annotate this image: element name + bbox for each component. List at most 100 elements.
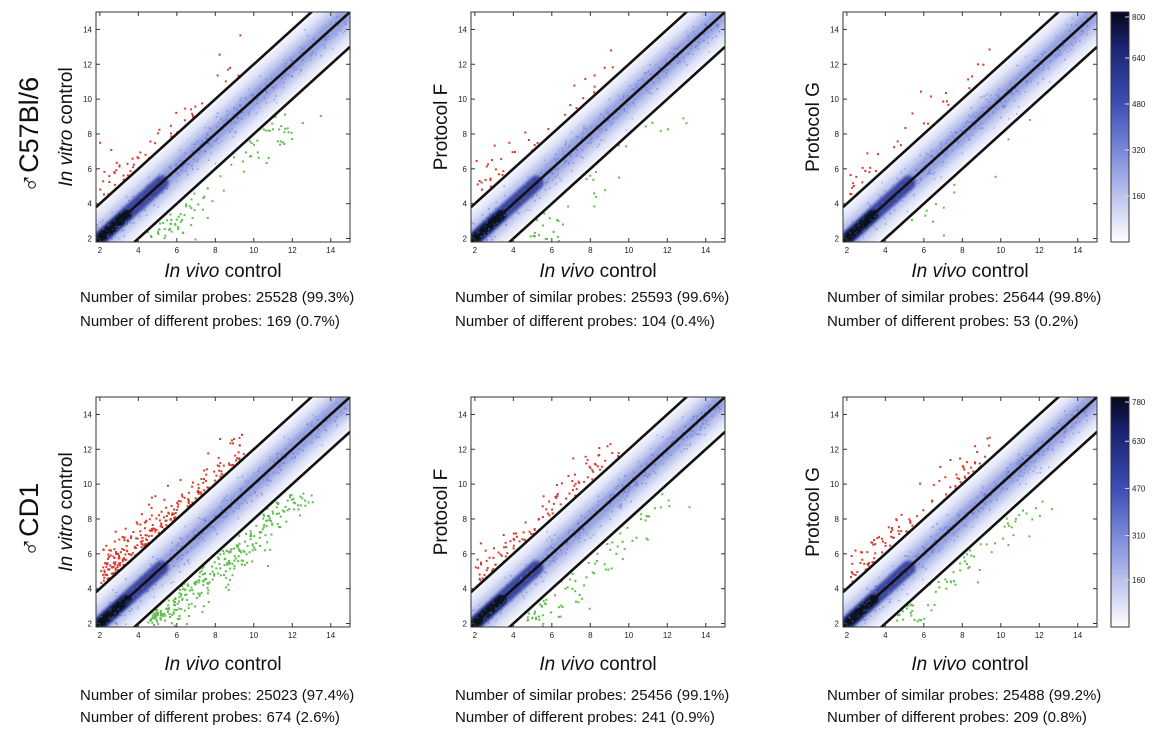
density-speck bbox=[483, 620, 485, 623]
density-speck bbox=[120, 205, 123, 208]
density-speck bbox=[909, 551, 911, 553]
point-up bbox=[110, 549, 112, 552]
density-speck bbox=[529, 576, 531, 579]
density-speck bbox=[147, 589, 149, 591]
point-down bbox=[181, 219, 184, 221]
density-speck bbox=[532, 566, 535, 569]
density-speck bbox=[290, 75, 293, 77]
point-up bbox=[573, 84, 576, 87]
density-speck bbox=[234, 131, 236, 133]
point-up bbox=[911, 524, 914, 527]
x-tick-label: 6 bbox=[550, 246, 555, 255]
point-up bbox=[113, 548, 116, 551]
density-speck bbox=[945, 534, 947, 537]
point-up bbox=[129, 553, 132, 556]
point-up bbox=[219, 475, 222, 478]
density-speck bbox=[670, 47, 673, 49]
density-speck bbox=[199, 143, 202, 145]
point-up bbox=[108, 181, 111, 183]
density-speck bbox=[478, 611, 480, 614]
density-speck bbox=[140, 209, 143, 212]
density-speck bbox=[147, 590, 149, 593]
density-speck bbox=[869, 207, 872, 209]
point-down bbox=[571, 572, 574, 575]
point-down bbox=[1005, 517, 1008, 520]
density-speck bbox=[644, 474, 647, 477]
density-speck bbox=[1040, 467, 1042, 470]
point-up bbox=[949, 459, 952, 461]
point-down bbox=[910, 603, 913, 606]
point-up bbox=[854, 549, 857, 552]
point-up bbox=[583, 480, 586, 483]
x-tick-label: 8 bbox=[213, 246, 218, 255]
density-speck bbox=[992, 111, 994, 114]
density-speck bbox=[193, 534, 196, 536]
density-speck bbox=[1002, 106, 1005, 108]
density-speck bbox=[491, 596, 493, 598]
density-speck bbox=[201, 532, 204, 534]
density-speck bbox=[581, 149, 584, 151]
y-axis-label: In vitro control bbox=[56, 67, 77, 186]
density-speck bbox=[143, 572, 146, 575]
density-speck bbox=[531, 577, 534, 580]
point-down bbox=[263, 514, 266, 517]
density-speck bbox=[896, 580, 899, 582]
y-axis-label: Protocol G bbox=[803, 467, 824, 557]
density-speck bbox=[120, 598, 123, 600]
density-speck bbox=[241, 502, 243, 505]
density-speck bbox=[230, 122, 233, 125]
point-up bbox=[506, 552, 509, 555]
density-speck bbox=[1006, 88, 1009, 90]
density-speck bbox=[865, 601, 868, 603]
density-speck bbox=[138, 215, 141, 218]
density-speck bbox=[129, 610, 132, 612]
density-speck bbox=[518, 212, 520, 215]
density-speck bbox=[193, 534, 196, 537]
density-speck bbox=[993, 127, 995, 129]
density-speck bbox=[1047, 447, 1050, 450]
density-speck bbox=[143, 208, 145, 210]
point-up bbox=[237, 74, 240, 77]
density-speck bbox=[190, 547, 193, 549]
density-speck bbox=[535, 576, 538, 578]
point-up bbox=[485, 165, 488, 168]
point-down bbox=[526, 616, 529, 619]
density-speck bbox=[179, 149, 181, 151]
density-speck bbox=[653, 471, 655, 473]
density-speck bbox=[215, 138, 218, 141]
density-speck bbox=[330, 23, 333, 26]
density-speck bbox=[215, 116, 218, 118]
density-speck bbox=[1073, 37, 1075, 39]
point-up bbox=[203, 469, 206, 472]
point-up bbox=[609, 443, 612, 446]
density-speck bbox=[913, 194, 915, 196]
x-axis-label-rest: control bbox=[219, 654, 281, 675]
density-speck bbox=[902, 567, 904, 570]
density-speck bbox=[912, 576, 915, 579]
density-speck bbox=[307, 423, 309, 425]
point-down bbox=[307, 501, 310, 504]
density-speck bbox=[1029, 77, 1032, 79]
point-down bbox=[237, 560, 240, 563]
point-down bbox=[556, 218, 559, 221]
point-up bbox=[515, 535, 518, 538]
point-down bbox=[594, 195, 597, 198]
density-speck bbox=[247, 480, 250, 483]
density-speck bbox=[124, 614, 126, 617]
point-up bbox=[947, 103, 950, 106]
density-speck bbox=[138, 191, 141, 194]
density-speck bbox=[895, 197, 898, 200]
point-up bbox=[964, 476, 967, 479]
density-speck bbox=[1064, 58, 1066, 61]
point-down bbox=[959, 562, 962, 565]
point-up bbox=[216, 74, 219, 77]
density-speck bbox=[190, 143, 193, 145]
density-speck bbox=[273, 87, 275, 89]
density-speck bbox=[701, 411, 703, 414]
density-speck bbox=[943, 152, 945, 155]
point-down bbox=[266, 541, 269, 544]
density-speck bbox=[551, 546, 553, 549]
density-speck bbox=[545, 571, 548, 574]
point-up bbox=[119, 551, 122, 554]
